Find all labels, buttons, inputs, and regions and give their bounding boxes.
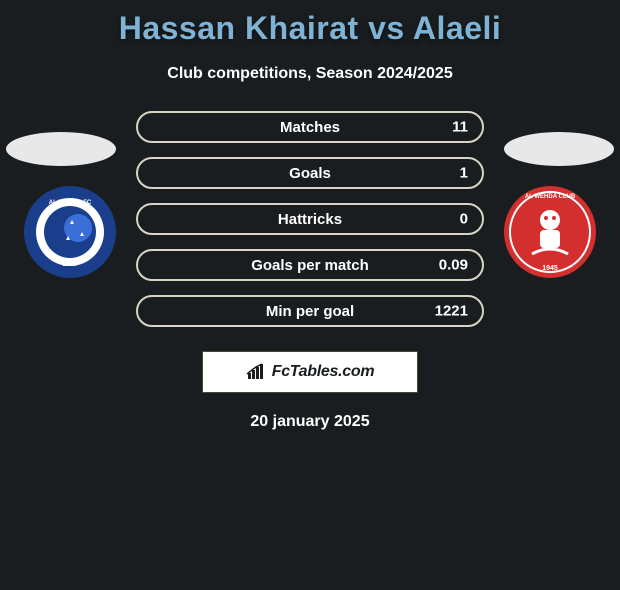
stat-value-right: 1221 — [435, 303, 468, 320]
svg-text:AL WEHDA CLUB: AL WEHDA CLUB — [525, 194, 576, 200]
svg-text:1957: 1957 — [62, 261, 78, 268]
chart-bar-icon — [246, 363, 266, 381]
svg-text:1945: 1945 — [542, 265, 558, 272]
stat-value-right: 0.09 — [439, 257, 468, 274]
stat-label: Matches — [280, 119, 340, 136]
crest-right-svg: AL WEHDA CLUB 1945 — [502, 184, 598, 280]
stat-value-right: 11 — [452, 119, 468, 136]
stat-row-goals: Goals 1 — [136, 157, 484, 189]
stat-row-min-per-goal: Min per goal 1221 — [136, 295, 484, 327]
subtitle: Club competitions, Season 2024/2025 — [0, 65, 620, 83]
stat-row-matches: Matches 11 — [136, 111, 484, 143]
stats-container: Matches 11 Goals 1 Hattricks 0 Goals per… — [136, 111, 484, 327]
brand-name: FcTables.com — [272, 363, 375, 381]
left-player-placeholder — [6, 132, 116, 166]
stat-value-right: 0 — [460, 211, 468, 228]
page-title: Hassan Khairat vs Alaeli — [0, 10, 620, 47]
svg-text:AL HILAL S.FC: AL HILAL S.FC — [49, 200, 92, 206]
left-club-crest: AL HILAL S.FC 1957 — [22, 184, 118, 280]
date-text: 20 january 2025 — [0, 413, 620, 431]
stat-row-hattricks: Hattricks 0 — [136, 203, 484, 235]
right-club-crest: AL WEHDA CLUB 1945 — [502, 184, 598, 280]
stat-label: Hattricks — [278, 211, 342, 228]
stat-label: Goals per match — [251, 257, 369, 274]
right-player-placeholder — [504, 132, 614, 166]
stat-row-goals-per-match: Goals per match 0.09 — [136, 249, 484, 281]
stat-label: Min per goal — [266, 303, 354, 320]
stat-value-right: 1 — [460, 165, 468, 182]
brand-box[interactable]: FcTables.com — [202, 351, 418, 393]
stat-label: Goals — [289, 165, 331, 182]
crest-left-svg: AL HILAL S.FC 1957 — [22, 184, 118, 280]
